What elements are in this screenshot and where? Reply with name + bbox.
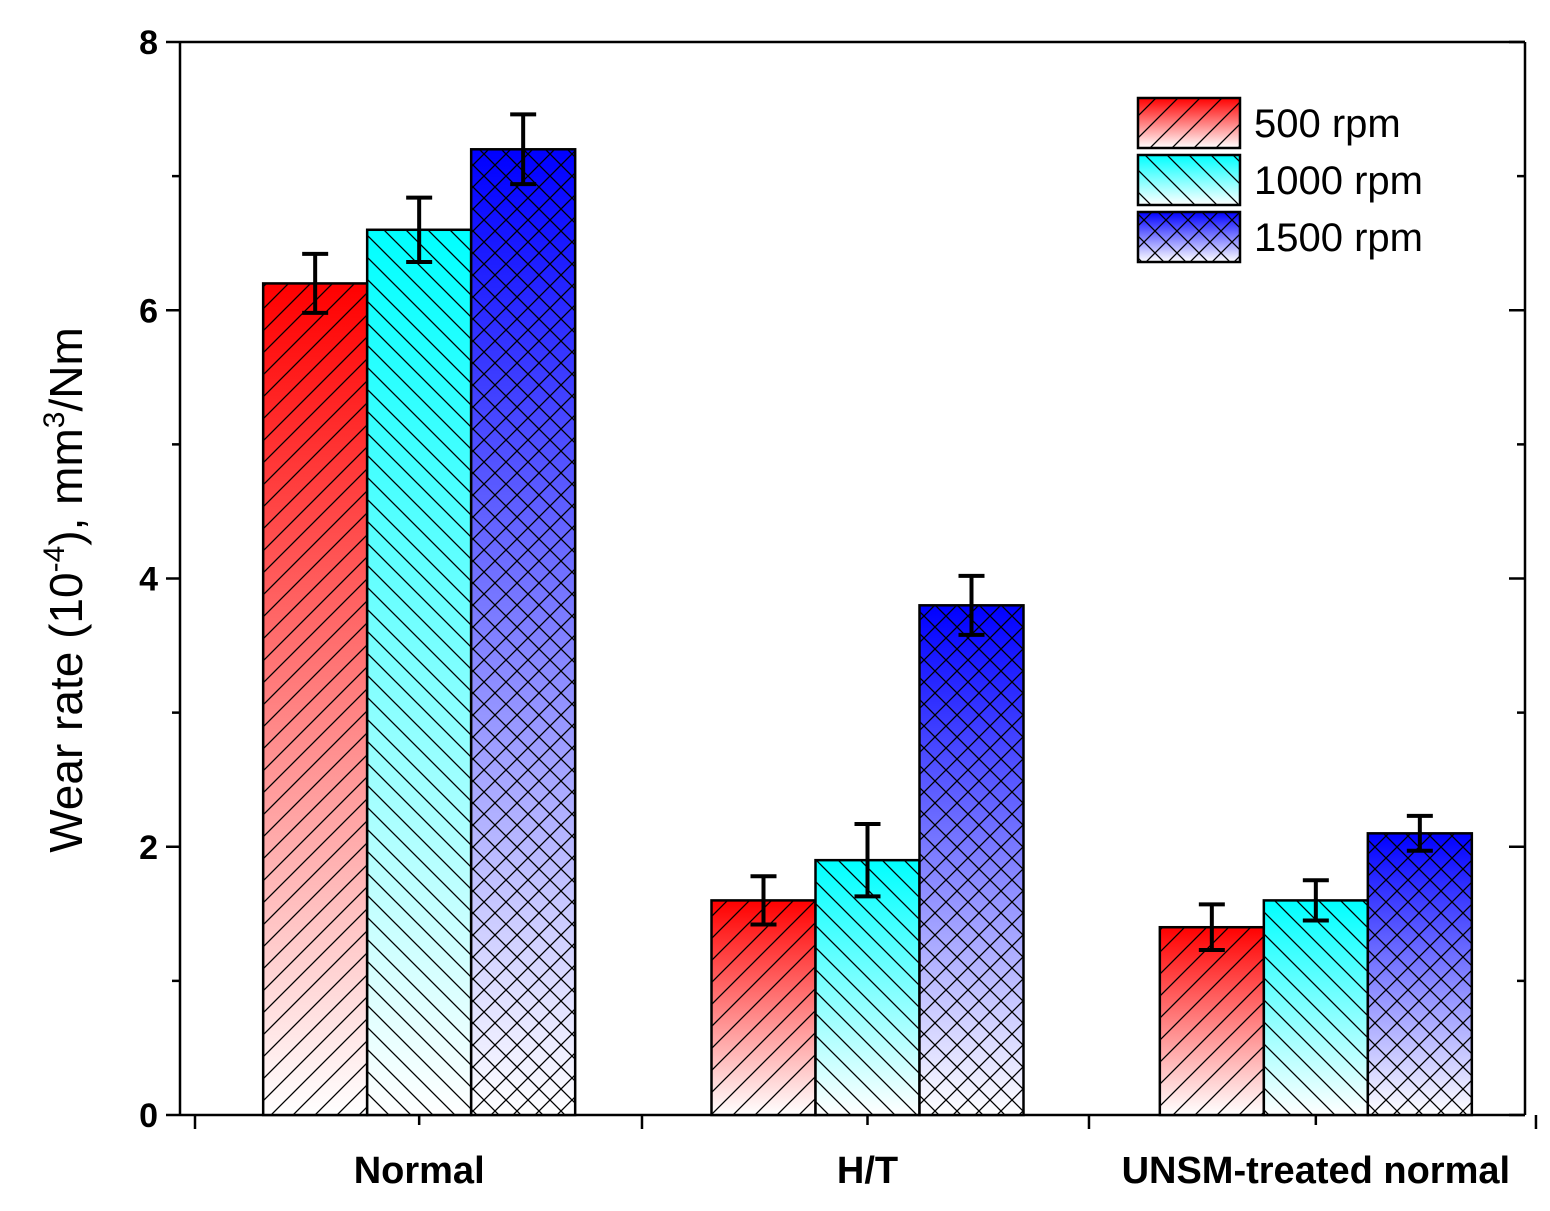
y-tick-label: 0 [139, 1097, 158, 1135]
legend-swatch [1136, 96, 1242, 150]
y-axis-title: Wear rate (10-4), mm3/Nm [38, 327, 92, 853]
legend-label: 1500 rpm [1254, 216, 1423, 260]
y-tick-label: 4 [139, 561, 158, 599]
bar [1366, 832, 1474, 1117]
legend-swatch [1136, 210, 1242, 264]
legend-label: 500 rpm [1254, 102, 1401, 146]
bar [710, 899, 817, 1117]
bar [918, 604, 1025, 1117]
x-category-label: UNSM-treated normal [1122, 1150, 1511, 1192]
x-category-label: Normal [354, 1150, 485, 1192]
bar [469, 148, 577, 1117]
bar [365, 228, 473, 1117]
y-tick-label: 6 [139, 292, 158, 330]
legend-swatch [1136, 153, 1242, 207]
y-tick-label: 8 [139, 24, 158, 62]
x-category-label: H/T [837, 1150, 898, 1192]
bar [1158, 925, 1266, 1117]
bar [814, 858, 921, 1117]
bar [261, 282, 369, 1117]
bar [1262, 899, 1370, 1117]
legend-label: 1000 rpm [1254, 159, 1423, 203]
y-tick-label: 2 [139, 829, 158, 867]
